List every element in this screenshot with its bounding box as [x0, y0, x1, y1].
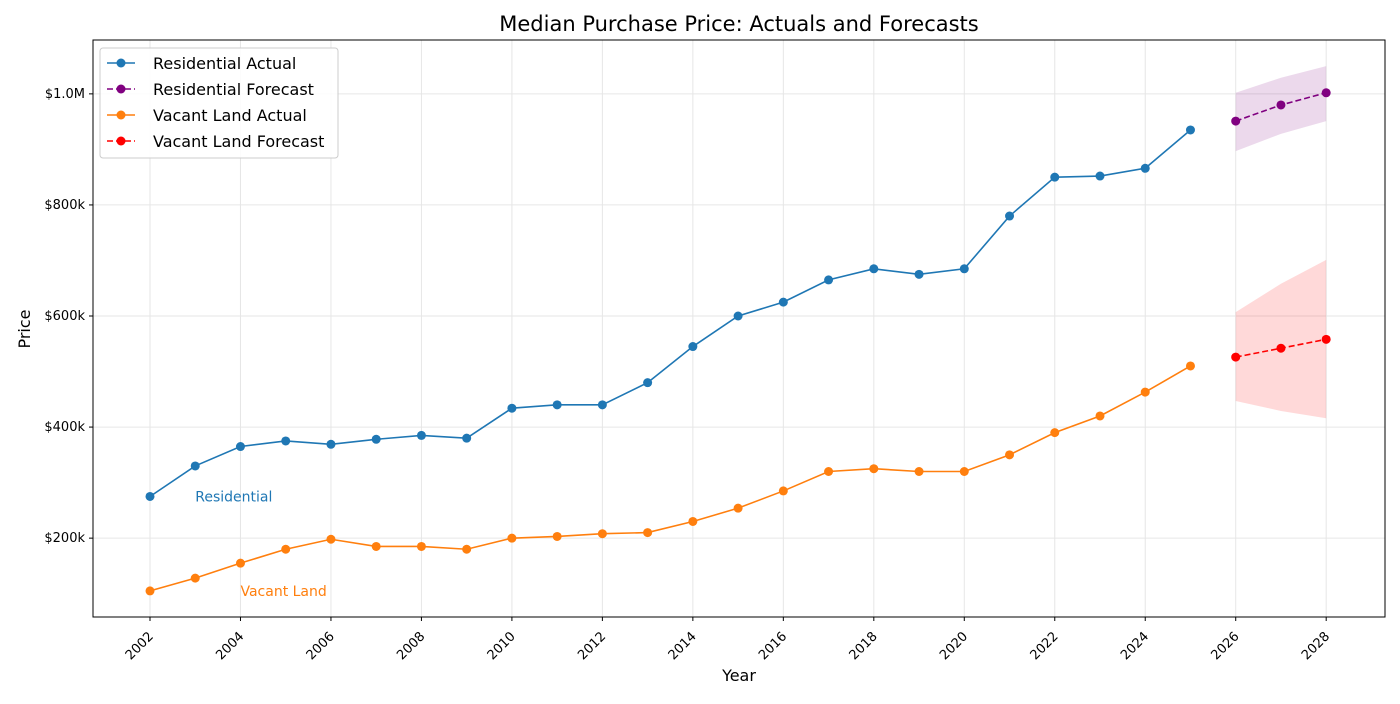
annotation-label: Residential — [195, 489, 272, 505]
residential-actual-point — [778, 297, 788, 307]
residential-actual-point — [959, 264, 969, 274]
vacant-land-actual-point — [1185, 361, 1195, 371]
x-tick-label: 2028 — [1299, 629, 1333, 663]
y-tick-label: $200k — [44, 531, 85, 546]
vacant-land-actual-point — [281, 544, 291, 554]
residential-actual-point — [1050, 172, 1060, 182]
vacant-land-actual-point — [371, 541, 381, 551]
vacant-land-actual-point — [145, 586, 155, 596]
residential-actual-point — [597, 400, 607, 410]
vacant-land-actual-point — [552, 531, 562, 541]
residential-actual-point — [733, 311, 743, 321]
residential-actual-point — [1185, 125, 1195, 135]
x-tick-label: 2020 — [937, 629, 971, 663]
vacant-land-actual-point — [416, 541, 426, 551]
legend-frame — [99, 47, 339, 159]
vacant-land-actual-point — [1095, 411, 1105, 421]
residential-forecast-point — [1321, 88, 1331, 98]
legend-label: Vacant Land Actual — [153, 106, 307, 125]
legend-label: Vacant Land Forecast — [153, 132, 324, 151]
residential-forecast-point — [1276, 100, 1286, 110]
x-axis-label: Year — [721, 666, 756, 685]
residential-actual-line — [149, 129, 1191, 498]
annotation-label: Vacant Land — [240, 584, 326, 600]
vacant-land-actual-point — [507, 533, 517, 543]
vacant-land-forecast-point — [1276, 343, 1286, 353]
residential-actual-point — [235, 442, 245, 452]
x-tick-label: 2004 — [213, 629, 247, 663]
x-tick-label: 2022 — [1028, 629, 1062, 663]
x-tick-label: 2010 — [485, 629, 519, 663]
vacant-land-actual-point — [824, 467, 834, 477]
residential-actual-point — [416, 430, 426, 440]
vacant-land-actual-point — [462, 544, 472, 554]
residential-actual-point — [190, 461, 200, 471]
x-tick-label: 2002 — [123, 629, 157, 663]
vacant-land-actual-point — [688, 516, 698, 526]
vacant-land-actual-point — [778, 486, 788, 496]
residential-actual-point — [1095, 171, 1105, 181]
x-tick-label: 2016 — [756, 629, 790, 663]
residential-actual-point — [462, 433, 472, 443]
legend-label: Residential Actual — [153, 54, 296, 73]
residential-actual-point — [371, 434, 381, 444]
x-tick-label: 2014 — [666, 629, 700, 663]
residential-actual-point — [688, 342, 698, 352]
vacant-land-forecast-point — [1231, 352, 1241, 362]
vacant-land-forecast-confidence-band — [1235, 259, 1327, 419]
y-axis-label: Price — [15, 309, 34, 348]
residential-actual-point — [507, 403, 517, 413]
y-tick-label: $1.0M — [45, 87, 85, 102]
y-tick-label: $400k — [44, 420, 85, 435]
residential-actual-point — [1140, 163, 1150, 173]
x-tick-label: 2018 — [847, 629, 881, 663]
vacant-land-actual-point — [1140, 387, 1150, 397]
y-tick-label: $800k — [44, 198, 85, 213]
x-tick-label: 2008 — [394, 629, 428, 663]
vacant-land-actual-point — [914, 467, 924, 477]
vacant-land-actual-point — [643, 528, 653, 538]
legend-marker — [116, 136, 126, 146]
vacant-land-actual-point — [869, 464, 879, 474]
plot-area-frame — [92, 39, 1386, 618]
vacant-land-actual-point — [235, 558, 245, 568]
legend-marker — [116, 110, 126, 120]
residential-actual-point — [326, 439, 336, 449]
legend-marker — [116, 84, 126, 94]
residential-actual-point — [824, 275, 834, 285]
legend-marker — [116, 58, 126, 68]
residential-actual-point — [281, 436, 291, 446]
vacant-land-actual-point — [1005, 450, 1015, 460]
vacant-land-actual-point — [597, 529, 607, 539]
vacant-land-actual-point — [190, 573, 200, 583]
residential-actual-point — [145, 491, 155, 501]
legend-label: Residential Forecast — [153, 80, 314, 99]
vacant-land-actual-point — [1050, 428, 1060, 438]
vacant-land-actual-point — [733, 503, 743, 513]
residential-actual-point — [869, 264, 879, 274]
x-tick-label: 2024 — [1118, 629, 1152, 663]
x-tick-label: 2006 — [304, 629, 338, 663]
vacant-land-actual-point — [326, 534, 336, 544]
residential-actual-point — [914, 269, 924, 279]
residential-forecast-point — [1231, 116, 1241, 126]
y-tick-label: $600k — [44, 309, 85, 324]
residential-actual-point — [552, 400, 562, 410]
vacant-land-actual-point — [959, 467, 969, 477]
chart-title: Median Purchase Price: Actuals and Forec… — [499, 12, 978, 36]
x-tick-label: 2012 — [575, 629, 609, 663]
vacant-land-actual-line — [149, 365, 1191, 592]
residential-actual-point — [1005, 211, 1015, 221]
x-tick-label: 2026 — [1209, 629, 1243, 663]
residential-actual-point — [643, 378, 653, 388]
vacant-land-forecast-point — [1321, 334, 1331, 344]
legend: Residential Actual Residential Forecast Va… — [99, 47, 339, 159]
